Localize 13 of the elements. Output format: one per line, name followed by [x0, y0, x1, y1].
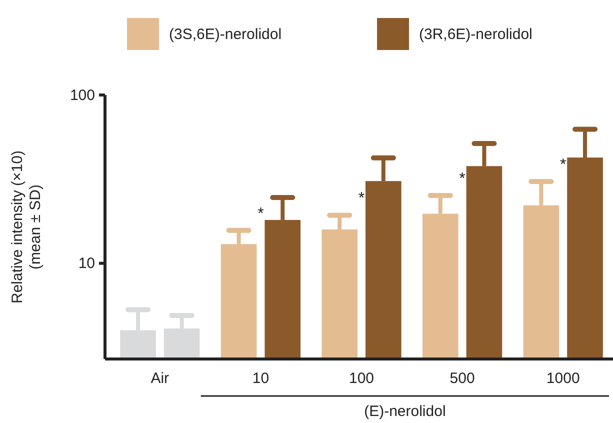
x-tick-label: 1000: [546, 370, 580, 387]
y-axis-title: Relative intensity (×10) (mean ± SD): [9, 150, 44, 304]
annotation: *: [459, 170, 466, 188]
legend-label: (3R,6E)-nerolidol: [419, 26, 532, 43]
x-tick-label: 100: [348, 370, 374, 387]
x-tick-label: 10: [252, 370, 270, 387]
legend-label: (3S,6E)-nerolidol: [169, 26, 282, 43]
annotation: *: [258, 205, 264, 222]
x-tick-label: 500: [450, 370, 475, 387]
x-tick-label: Air: [150, 370, 170, 387]
annotation: *: [358, 190, 365, 208]
annotation: *: [560, 156, 566, 174]
x-axis-title: (E)-nerolidol: [364, 403, 446, 420]
